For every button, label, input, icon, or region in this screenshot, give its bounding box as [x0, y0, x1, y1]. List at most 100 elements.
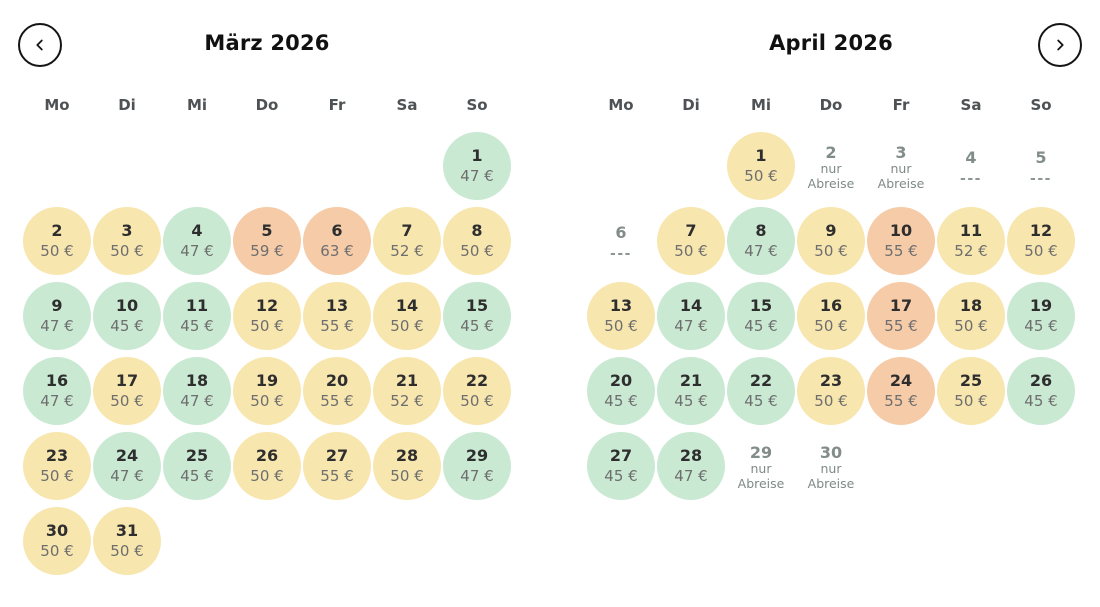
day-price: 50 € [250, 466, 284, 485]
day-price-circle[interactable]: 2 50 € [23, 206, 91, 275]
empty-day-cell [162, 503, 232, 578]
day-number: 14 [395, 296, 419, 316]
day-price-circle[interactable]: 12 50 € [1007, 206, 1075, 275]
empty-day-cell [372, 503, 442, 578]
day-price-circle[interactable]: 10 45 € [93, 281, 161, 350]
day-price-circle[interactable]: 26 50 € [233, 431, 301, 500]
day-price-circle[interactable]: 21 52 € [373, 356, 441, 425]
day-price-circle[interactable]: 1 50 € [727, 131, 795, 200]
day-price-circle[interactable]: 27 55 € [303, 431, 371, 500]
day-price: 52 € [954, 241, 988, 260]
day-price-circle[interactable]: 22 50 € [443, 356, 511, 425]
prev-month-button[interactable] [18, 23, 62, 67]
day-price-circle[interactable]: 16 50 € [797, 281, 865, 350]
day-price-circle[interactable]: 24 47 € [93, 431, 161, 500]
day-price: 50 € [250, 391, 284, 410]
day-price-circle[interactable]: 28 47 € [657, 431, 725, 500]
empty-day-cell [936, 428, 1006, 503]
departure-only-label: Abreise [737, 475, 785, 491]
day-price-circle[interactable]: 24 55 € [867, 356, 935, 425]
day-price-circle[interactable]: 12 50 € [233, 281, 301, 350]
day-price-circle[interactable]: 20 55 € [303, 356, 371, 425]
calendar-day-cell: 29 47 € [442, 428, 512, 503]
day-number: 4 [191, 221, 203, 241]
day-price-circle[interactable]: 19 45 € [1007, 281, 1075, 350]
day-price: 50 € [110, 541, 144, 560]
day-number: 17 [115, 371, 139, 391]
day-price-circle[interactable]: 20 45 € [587, 356, 655, 425]
day-price-circle[interactable]: 5 59 € [233, 206, 301, 275]
day-price-circle[interactable]: 25 45 € [163, 431, 231, 500]
day-number: 16 [819, 296, 843, 316]
day-price-circle[interactable]: 23 50 € [797, 356, 865, 425]
day-price-circle[interactable]: 27 45 € [587, 431, 655, 500]
day-price-circle[interactable]: 18 50 € [937, 281, 1005, 350]
day-price-circle[interactable]: 16 47 € [23, 356, 91, 425]
calendar-day-cell: 16 50 € [796, 278, 866, 353]
empty-day-cell [656, 128, 726, 203]
day-price-circle[interactable]: 28 50 € [373, 431, 441, 500]
day-price: 47 € [180, 241, 214, 260]
day-price-circle[interactable]: 1 47 € [443, 131, 511, 200]
calendar-day-cell: 10 45 € [92, 278, 162, 353]
day-price: 47 € [744, 241, 778, 260]
day-number: 29 [749, 442, 773, 462]
day-price-circle[interactable]: 30 50 € [23, 506, 91, 575]
day-price: 50 € [40, 241, 74, 260]
day-price-circle[interactable]: 9 50 € [797, 206, 865, 275]
day-price-circle[interactable]: 25 50 € [937, 356, 1005, 425]
day-price-circle[interactable]: 17 50 € [93, 356, 161, 425]
departure-only-label: nur [890, 160, 912, 176]
calendar-day-cell: 4 47 € [162, 203, 232, 278]
day-price: 55 € [320, 466, 354, 485]
day-price-circle[interactable]: 29 47 € [443, 431, 511, 500]
day-price-circle[interactable]: 26 45 € [1007, 356, 1075, 425]
day-price-circle[interactable]: 31 50 € [93, 506, 161, 575]
day-price-circle[interactable]: 13 50 € [587, 281, 655, 350]
day-price-circle[interactable]: 8 50 € [443, 206, 511, 275]
day-price-circle[interactable]: 4 47 € [163, 206, 231, 275]
weekday-label: Mo [44, 96, 70, 114]
day-price-circle[interactable]: 14 50 € [373, 281, 441, 350]
day-price-circle[interactable]: 6 63 € [303, 206, 371, 275]
day-number: 30 [819, 442, 843, 462]
next-month-button[interactable] [1038, 23, 1082, 67]
day-number: 1 [755, 146, 767, 166]
day-price-circle[interactable]: 14 47 € [657, 281, 725, 350]
day-number: 31 [115, 521, 139, 541]
day-price-circle[interactable]: 7 50 € [657, 206, 725, 275]
day-price: 47 € [460, 466, 494, 485]
calendar-day-cell: 19 50 € [232, 353, 302, 428]
day-price-circle[interactable]: 13 55 € [303, 281, 371, 350]
day-price-circle[interactable]: 11 52 € [937, 206, 1005, 275]
calendar-day-departure-only: 29 nur Abreise [726, 428, 796, 503]
month-calendar-march: März 2026 Mo Di Mi Do Fr Sa So 1 47 €2 50 €3 50 €… [22, 0, 512, 607]
calendar-day-cell: 14 50 € [372, 278, 442, 353]
day-number: 12 [255, 296, 279, 316]
day-price-circle[interactable]: 22 45 € [727, 356, 795, 425]
calendar-day-cell: 8 50 € [442, 203, 512, 278]
weekday-row: Mo Di Mi Do Fr Sa So [586, 96, 1076, 114]
day-price-circle[interactable]: 17 55 € [867, 281, 935, 350]
day-price-circle[interactable]: 15 45 € [443, 281, 511, 350]
weekday-label: So [466, 96, 488, 114]
day-price: 50 € [954, 316, 988, 335]
departure-only-label: Abreise [877, 175, 925, 191]
day-price-circle[interactable]: 19 50 € [233, 356, 301, 425]
day-price-circle[interactable]: 8 47 € [727, 206, 795, 275]
day-price-circle[interactable]: 21 45 € [657, 356, 725, 425]
day-number: 23 [45, 446, 69, 466]
calendar-day-cell: 28 47 € [656, 428, 726, 503]
calendar-day-cell: 23 50 € [22, 428, 92, 503]
day-price-circle[interactable]: 11 45 € [163, 281, 231, 350]
day-number: 22 [465, 371, 489, 391]
day-price-circle[interactable]: 7 52 € [373, 206, 441, 275]
day-price-circle[interactable]: 15 45 € [727, 281, 795, 350]
day-price-circle[interactable]: 23 50 € [23, 431, 91, 500]
calendar-day-cell: 23 50 € [796, 353, 866, 428]
day-price-circle[interactable]: 3 50 € [93, 206, 161, 275]
day-price: 45 € [744, 391, 778, 410]
day-price-circle[interactable]: 10 55 € [867, 206, 935, 275]
day-price-circle[interactable]: 18 47 € [163, 356, 231, 425]
day-price-circle[interactable]: 9 47 € [23, 281, 91, 350]
